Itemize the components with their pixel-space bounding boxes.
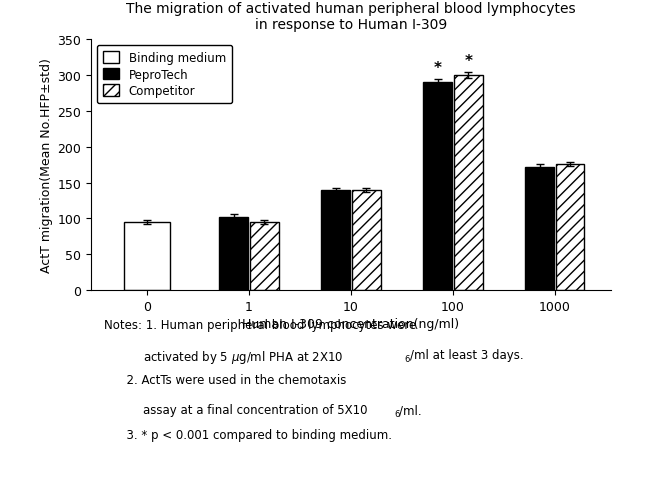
Bar [250, 222, 279, 291]
Text: 3. * p < 0.001 compared to binding medium.: 3. * p < 0.001 compared to binding mediu… [104, 428, 392, 441]
Text: /ml.: /ml. [399, 403, 422, 416]
Text: *: * [464, 54, 473, 69]
Text: 6: 6 [404, 354, 410, 363]
Bar [352, 190, 380, 291]
Legend: Binding medium, PeproTech, Competitor: Binding medium, PeproTech, Competitor [97, 46, 232, 104]
Text: /ml at least 3 days.: /ml at least 3 days. [410, 348, 523, 361]
Text: 2. ActTs were used in the chemotaxis: 2. ActTs were used in the chemotaxis [104, 373, 346, 386]
Title: The migration of activated human peripheral blood lymphocytes
in response to Hum: The migration of activated human periphe… [126, 2, 576, 32]
Text: Notes: 1. Human peripheral blood lymphocytes were: Notes: 1. Human peripheral blood lymphoc… [104, 318, 416, 331]
Bar [423, 83, 452, 291]
Bar [322, 190, 350, 291]
X-axis label: Human I-309 concentration(ng/ml): Human I-309 concentration(ng/ml) [242, 318, 460, 330]
Bar [124, 222, 170, 291]
Text: *: * [434, 61, 441, 76]
Bar [454, 76, 482, 291]
Bar [556, 165, 584, 291]
Text: activated by 5 $\mu$g/ml PHA at 2X10: activated by 5 $\mu$g/ml PHA at 2X10 [143, 348, 343, 365]
Text: assay at a final concentration of 5X10: assay at a final concentration of 5X10 [143, 403, 367, 416]
Text: 6: 6 [394, 409, 399, 418]
Bar [525, 167, 554, 291]
Y-axis label: ActT migration(Mean No.HFP±std): ActT migration(Mean No.HFP±std) [40, 58, 53, 273]
Bar [220, 217, 248, 291]
